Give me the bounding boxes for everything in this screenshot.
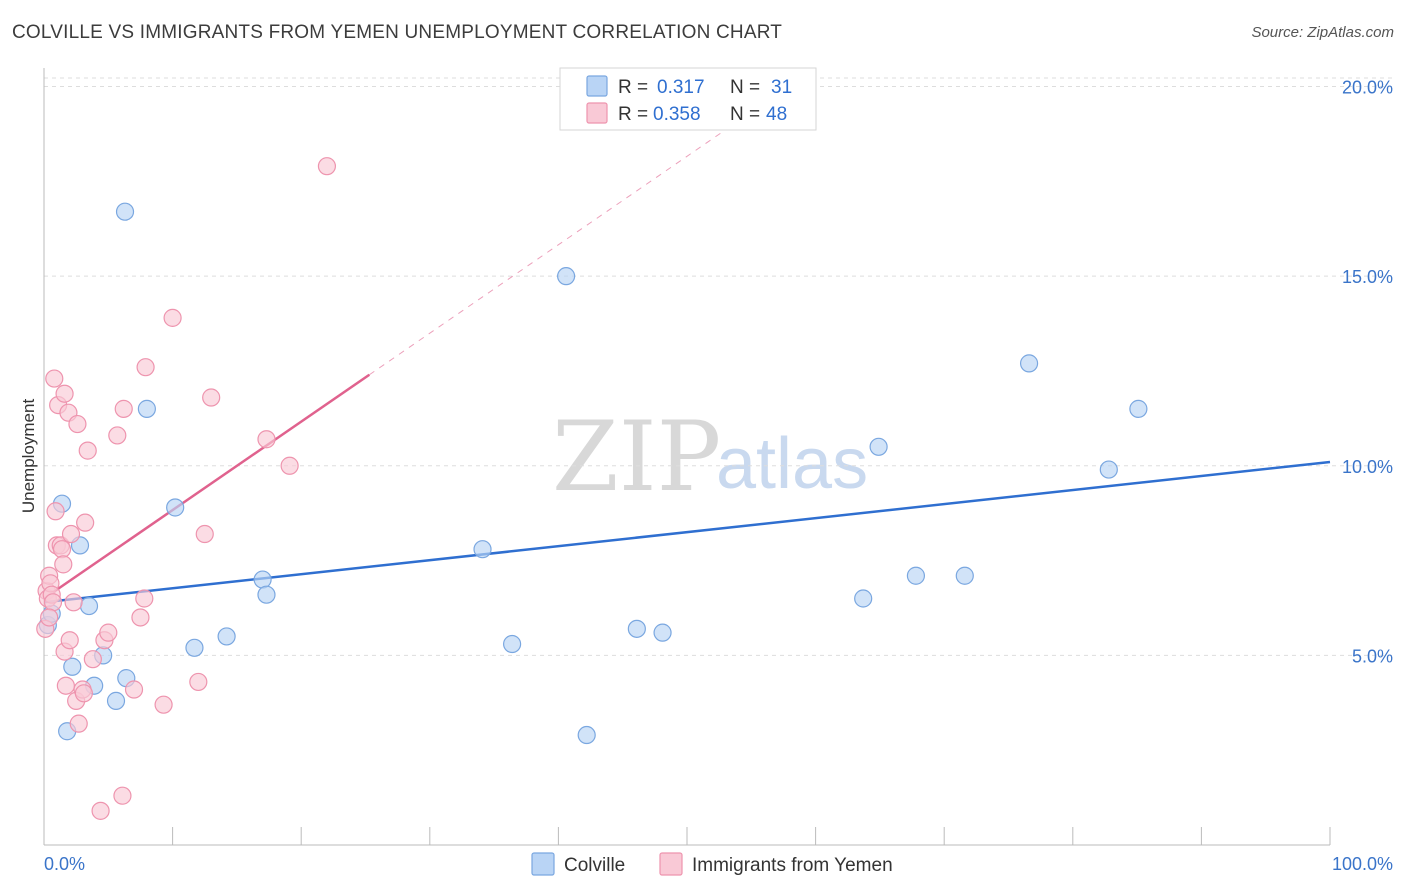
- point-yemen-44: [280, 456, 299, 475]
- point-colville-22: [627, 619, 646, 638]
- y-tick-label-1: 10.0%: [1342, 457, 1393, 477]
- point-colville-11: [115, 202, 135, 221]
- tick-labels: 5.0% 10.0% 15.0% 20.0% 0.0% 100.0%: [44, 78, 1393, 874]
- trend-extension-yemen: [369, 124, 733, 376]
- trend-line-yemen: [44, 373, 371, 600]
- y-tick-label-2: 15.0%: [1342, 267, 1393, 287]
- legend-r-value-colville: 0.317: [657, 77, 705, 98]
- point-colville-9: [106, 691, 126, 710]
- y-tick-label-3: 20.0%: [1342, 78, 1393, 98]
- point-yemen-11: [52, 540, 72, 559]
- y-axis-label: Unemployment: [19, 399, 38, 514]
- correlation-legend: R = 0.317 N = 31 R = 0.358 N = 48: [559, 67, 817, 131]
- point-colville-30: [1129, 399, 1148, 418]
- point-yemen-43: [257, 430, 276, 449]
- axes: [43, 68, 1331, 846]
- point-colville-16: [253, 570, 272, 589]
- legend-n-label-yemen: N =: [730, 104, 760, 125]
- trend-lines: [44, 124, 1331, 604]
- watermark-zip: ZIP: [552, 401, 721, 513]
- point-yemen-17: [60, 631, 79, 650]
- gridlines: [44, 77, 1394, 656]
- point-colville-19: [503, 634, 522, 654]
- point-yemen-24: [74, 684, 93, 703]
- series-legend: Colville Immigrants from Yemen: [531, 852, 893, 876]
- point-colville-18: [473, 540, 492, 559]
- point-yemen-40: [189, 672, 208, 692]
- bottom-legend-swatch-yemen: [659, 852, 683, 876]
- point-yemen-45: [317, 157, 337, 176]
- point-colville-26: [906, 566, 926, 585]
- point-yemen-31: [108, 426, 127, 445]
- point-colville-27: [955, 566, 974, 585]
- point-yemen-38: [154, 695, 173, 714]
- point-yemen-36: [135, 589, 154, 608]
- point-yemen-47: [40, 608, 59, 627]
- point-yemen-28: [91, 801, 110, 820]
- point-colville-24: [854, 589, 873, 608]
- bottom-legend-yemen: Immigrants from Yemen: [692, 855, 893, 876]
- point-colville-25: [869, 437, 888, 456]
- point-yemen-33: [113, 786, 132, 805]
- point-yemen-32: [114, 399, 133, 418]
- point-colville-13: [166, 498, 185, 517]
- point-yemen-21: [68, 414, 87, 434]
- chart-title: COLVILLE VS IMMIGRANTS FROM YEMEN UNEMPL…: [12, 22, 783, 43]
- point-yemen-30: [99, 623, 118, 642]
- legend-n-value-colville: 31: [771, 77, 792, 98]
- legend-swatch-yemen: [586, 102, 608, 124]
- point-colville-17: [257, 585, 276, 604]
- point-yemen-18: [61, 524, 81, 544]
- point-colville-12: [137, 399, 156, 418]
- point-yemen-15: [55, 384, 74, 403]
- point-colville-14: [185, 638, 204, 657]
- point-yemen-42: [202, 388, 221, 407]
- point-yemen-26: [78, 441, 97, 460]
- point-colville-28: [1019, 354, 1039, 373]
- point-yemen-5: [43, 593, 63, 612]
- point-yemen-34: [124, 680, 144, 699]
- point-yemen-14: [56, 676, 75, 695]
- point-yemen-39: [163, 308, 182, 327]
- y-tick-label-0: 5.0%: [1352, 646, 1393, 666]
- legend-r-label-colville: R =: [618, 77, 648, 98]
- point-yemen-12: [54, 555, 73, 574]
- legend-swatch-colville: [586, 75, 608, 97]
- point-yemen-19: [64, 593, 83, 612]
- point-colville-21: [577, 725, 596, 745]
- watermark-atlas: atlas: [716, 424, 868, 504]
- bottom-legend-colville: Colville: [564, 855, 625, 876]
- point-colville-20: [557, 267, 576, 286]
- point-colville-23: [653, 623, 672, 642]
- data-points: [36, 157, 1148, 820]
- point-colville-29: [1099, 460, 1118, 479]
- legend-r-value-yemen: 0.358: [653, 104, 701, 125]
- point-yemen-25: [76, 513, 95, 532]
- point-yemen-41: [195, 524, 214, 544]
- point-yemen-22: [69, 714, 88, 733]
- point-yemen-27: [83, 650, 102, 669]
- point-colville-15: [217, 627, 236, 646]
- point-yemen-35: [131, 608, 150, 627]
- point-yemen-7: [46, 502, 65, 521]
- legend-n-label-colville: N =: [730, 77, 760, 98]
- legend-n-value-yemen: 48: [766, 104, 787, 125]
- point-colville-6: [79, 596, 99, 616]
- legend-r-label-yemen: R =: [618, 104, 648, 125]
- point-yemen-37: [136, 358, 155, 377]
- point-colville-4: [63, 657, 82, 676]
- x-tick-label-0: 0.0%: [44, 854, 85, 874]
- x-tick-label-1: 100.0%: [1332, 854, 1393, 874]
- source-label: Source: ZipAtlas.com: [1251, 24, 1394, 41]
- bottom-legend-swatch-colville: [531, 852, 555, 876]
- point-yemen-6: [45, 369, 64, 388]
